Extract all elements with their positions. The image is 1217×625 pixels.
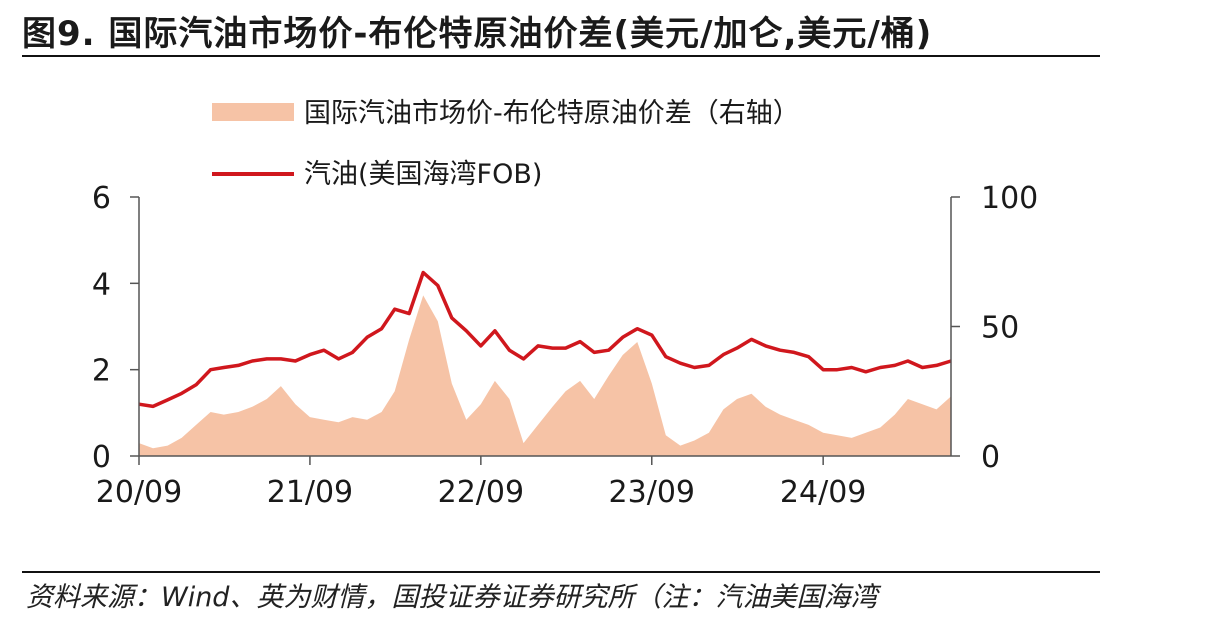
title-divider bbox=[22, 55, 1100, 57]
chart: 国际汽油市场价-布伦特原油价差（右轴） 汽油(美国海湾FOB) 0 2 4 6 0 50 1… bbox=[92, 98, 1038, 510]
series-line-gasoline bbox=[138, 270, 952, 409]
x-tick-label: 24/09 bbox=[780, 475, 866, 510]
page-title: 图9. 国际汽油市场价-布伦特原油价差(美元/加仑,美元/桶) bbox=[22, 14, 933, 54]
y-left-tick-label: 0 bbox=[92, 440, 111, 475]
y-left-tick-label: 6 bbox=[92, 181, 111, 216]
x-tick-label: 22/09 bbox=[438, 475, 524, 510]
x-tick-label: 21/09 bbox=[267, 475, 353, 510]
source-note: 资料来源：Wind、英为财情，国投证券证券研究所（注：汽油美国海湾 bbox=[26, 582, 878, 613]
y-right-tick-label: 100 bbox=[981, 181, 1038, 216]
y-left-tick-label: 2 bbox=[92, 354, 111, 389]
y-left-tick-label: 4 bbox=[92, 267, 111, 302]
legend: 国际汽油市场价-布伦特原油价差（右轴） 汽油(美国海湾FOB) bbox=[212, 98, 800, 190]
legend-swatch-area bbox=[212, 103, 294, 121]
legend-label-gasoline: 汽油(美国海湾FOB) bbox=[304, 159, 542, 190]
y-right-tick-label: 0 bbox=[981, 440, 1000, 475]
series-area-spread bbox=[139, 295, 951, 456]
legend-label-spread: 国际汽油市场价-布伦特原油价差（右轴） bbox=[304, 98, 800, 129]
source-container: 资料来源：Wind、英为财情，国投证券证券研究所（注：汽油美国海湾 bbox=[0, 572, 1217, 625]
x-tick-label: 23/09 bbox=[609, 475, 695, 510]
x-tick-label: 20/09 bbox=[96, 475, 182, 510]
y-right-tick-label: 50 bbox=[981, 311, 1019, 346]
source-divider bbox=[22, 571, 1100, 573]
